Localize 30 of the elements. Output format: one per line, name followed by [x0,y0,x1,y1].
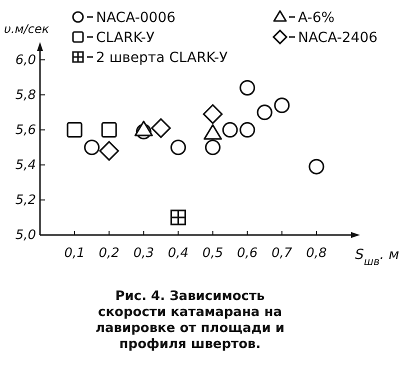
x-axis-title: S$_{шв}$. м [355,247,400,268]
y-tick-label: 5,0 [15,228,36,243]
x-tick-label: 0,1 [64,246,85,261]
x-tick-label: 0,5 [202,246,224,261]
legend-label: NACA-0006 [96,10,176,26]
y-axis-title: υ.м/сек [4,22,50,36]
y-tick-label: 5,2 [15,192,36,208]
legend-label: CLARK-У [96,30,155,46]
x-tick-label: 0,8 [306,246,327,261]
text: Рис. 4. Зависимость скорости катамарана на лавировке от площади и профиля швертов. [95,289,285,352]
point [101,122,117,138]
point [99,140,120,161]
legend-label: 2 шверта CLARK-У [96,50,228,66]
x-tick-label: 0,2 [98,246,120,261]
point [204,124,222,140]
y-tick-label: 6,0 [15,52,36,68]
legend-label: NACA-2406 [298,30,378,46]
point [134,120,153,136]
x-tick-label: 0,6 [236,246,258,261]
x-tick-label: 0,7 [272,246,293,261]
x-tick-label: 0,3 [133,246,154,261]
point [170,210,186,226]
point [66,122,82,138]
legend-label: A-6% [298,10,335,26]
point [202,104,223,124]
y-tick-label: 5,6 [15,122,36,138]
point [151,118,171,138]
y-tick-label: 5,8 [15,88,36,103]
x-tick-label: 0,4 [168,246,189,261]
y-tick-label: 5,4 [15,158,36,173]
